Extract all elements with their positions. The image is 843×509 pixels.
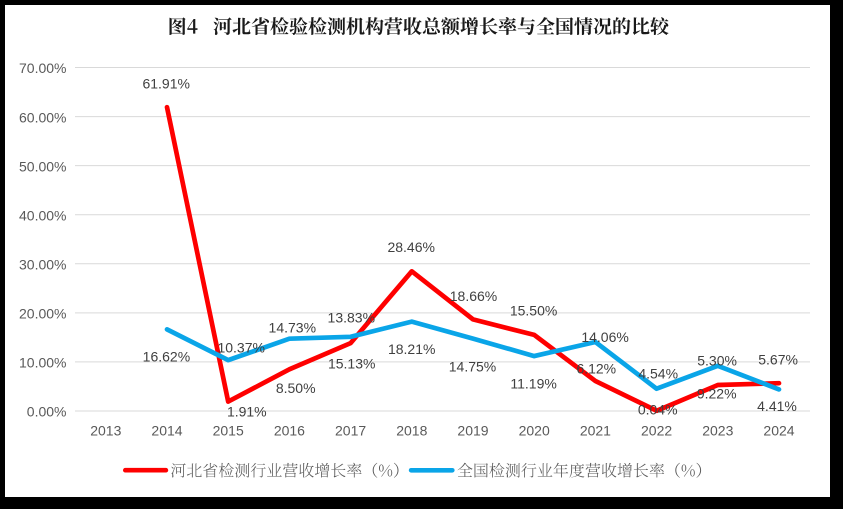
svg-text:15.50%: 15.50%: [510, 303, 557, 319]
svg-text:4.41%: 4.41%: [757, 398, 797, 414]
svg-text:40.00%: 40.00%: [19, 207, 66, 223]
svg-text:2019: 2019: [457, 423, 488, 439]
svg-text:10.00%: 10.00%: [19, 355, 66, 371]
svg-text:14.73%: 14.73%: [269, 319, 316, 335]
svg-text:2018: 2018: [396, 423, 427, 439]
svg-text:16.62%: 16.62%: [143, 348, 190, 364]
svg-text:2021: 2021: [580, 423, 611, 439]
svg-text:70.00%: 70.00%: [19, 60, 66, 76]
svg-text:2020: 2020: [519, 423, 550, 439]
svg-text:2023: 2023: [702, 423, 733, 439]
svg-text:28.46%: 28.46%: [387, 239, 434, 255]
svg-text:61.91%: 61.91%: [142, 76, 189, 92]
svg-text:4.54%: 4.54%: [638, 365, 678, 381]
svg-text:60.00%: 60.00%: [19, 109, 66, 125]
svg-text:2022: 2022: [641, 423, 672, 439]
svg-text:2015: 2015: [213, 423, 244, 439]
svg-text:0.04%: 0.04%: [638, 402, 678, 418]
svg-text:5.67%: 5.67%: [758, 351, 798, 367]
svg-text:18.21%: 18.21%: [388, 341, 435, 357]
svg-text:2017: 2017: [335, 423, 366, 439]
svg-text:0.00%: 0.00%: [27, 404, 67, 420]
svg-text:6.12%: 6.12%: [576, 360, 616, 376]
svg-text:2014: 2014: [151, 423, 182, 439]
svg-text:18.66%: 18.66%: [450, 288, 497, 304]
svg-text:8.50%: 8.50%: [276, 380, 316, 396]
svg-text:2024: 2024: [763, 423, 794, 439]
svg-text:2013: 2013: [90, 423, 121, 439]
svg-text:50.00%: 50.00%: [19, 158, 66, 174]
svg-text:2016: 2016: [274, 423, 305, 439]
svg-text:13.83%: 13.83%: [328, 310, 375, 326]
svg-text:1.91%: 1.91%: [227, 404, 267, 420]
svg-text:5.30%: 5.30%: [697, 352, 737, 368]
svg-text:9.22%: 9.22%: [697, 386, 737, 402]
svg-text:30.00%: 30.00%: [19, 257, 66, 273]
svg-text:14.75%: 14.75%: [449, 359, 496, 375]
svg-text:14.06%: 14.06%: [581, 329, 628, 345]
svg-text:15.13%: 15.13%: [328, 356, 375, 372]
svg-text:10.37%: 10.37%: [217, 339, 264, 355]
svg-text:11.19%: 11.19%: [510, 375, 556, 391]
svg-text:20.00%: 20.00%: [19, 306, 66, 322]
